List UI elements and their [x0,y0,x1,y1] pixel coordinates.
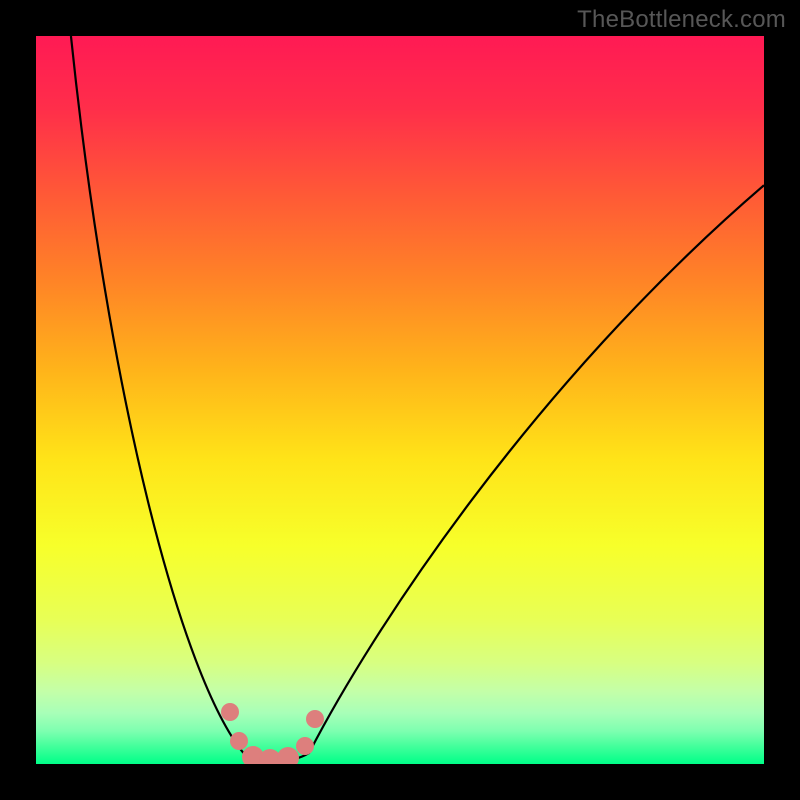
watermark: TheBottleneck.com [577,6,786,34]
curve-marker [306,710,324,728]
plot-area [36,36,764,764]
curve-marker [296,737,314,755]
curve-marker [221,703,239,721]
curve-marker [277,747,299,764]
marker-layer [36,36,764,764]
